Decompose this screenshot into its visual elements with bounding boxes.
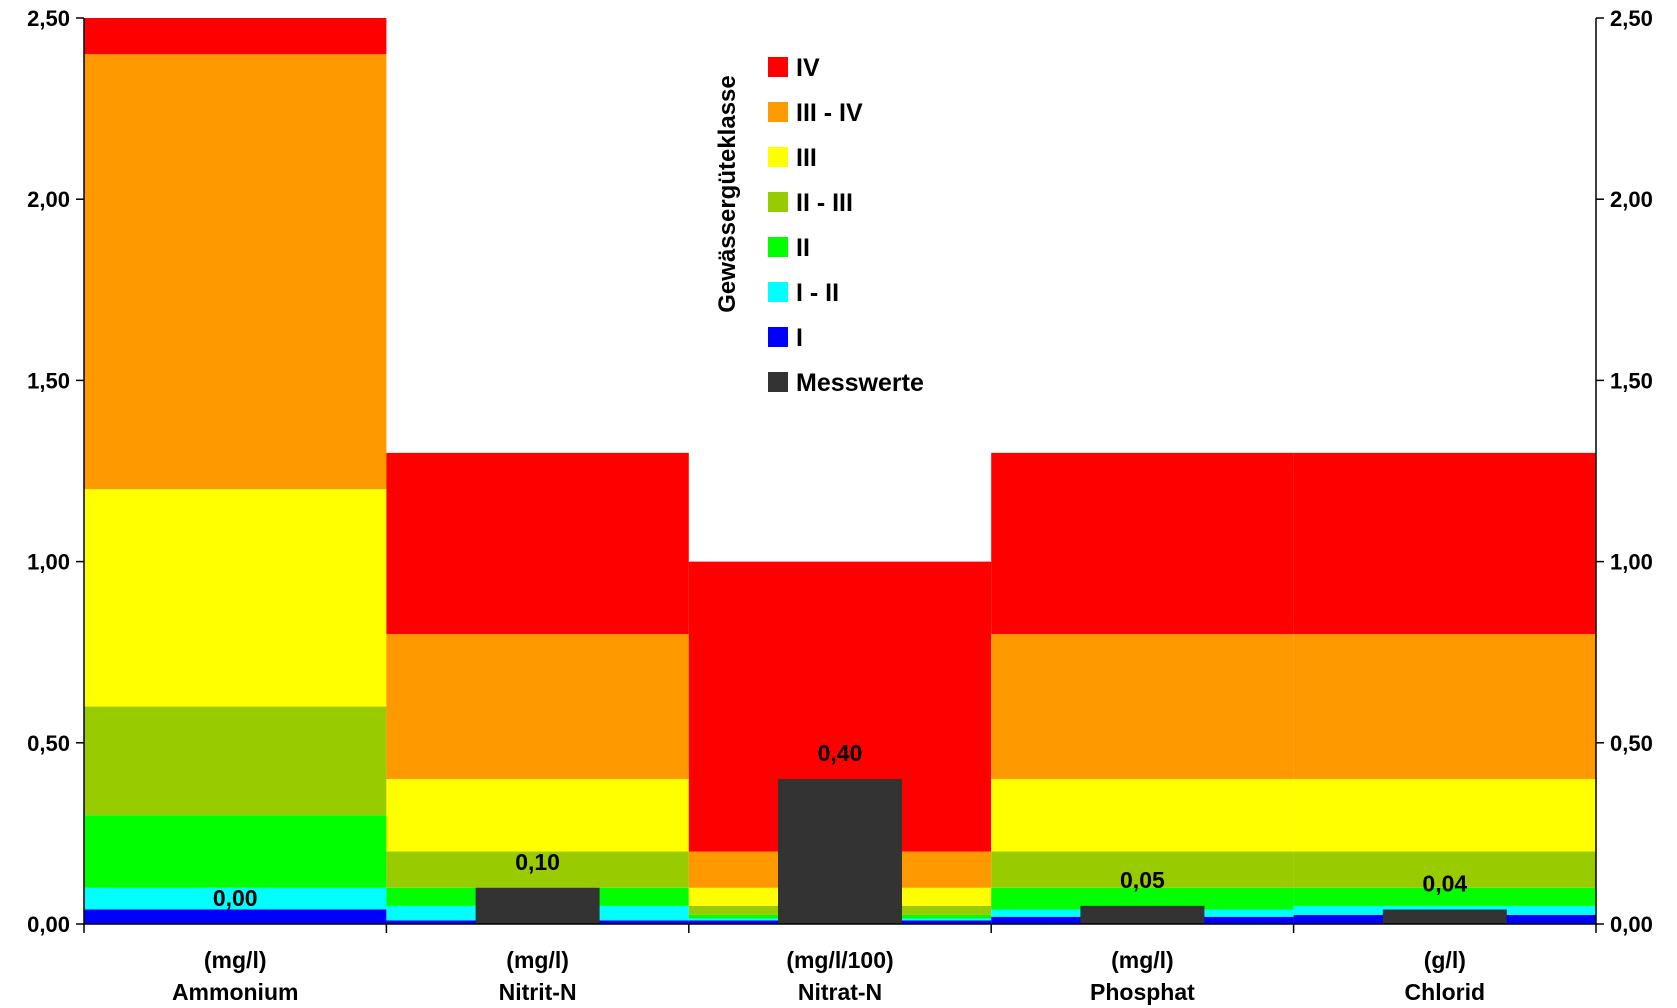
category-unit-ammonium: (mg/l) [204,947,267,973]
y-tick-label-right: 1,50 [1610,368,1653,393]
legend-label-iv: IV [796,54,820,82]
band-ammonium-iii [84,489,387,707]
band-ammonium-ii [84,815,387,888]
category-unit-chlorid: (g/l) [1424,947,1466,973]
data-label-chlorid: 0,04 [1422,871,1467,897]
legend-swatch-i [768,327,788,347]
legend-swatch-iii-iv [768,102,788,122]
legend-swatch-messwerte [768,372,788,392]
legend-label-messwerte: Messwerte [796,369,924,397]
legend-label-ii-iii: II - III [796,189,853,217]
data-label-phosphat: 0,05 [1120,867,1165,893]
band-chlorid-iii-iv [1293,634,1596,780]
quality-class-bands [84,18,1596,924]
bar-data-labels: 0,00 0,10 0,40 0,05 0,04 [213,740,1468,911]
bar-nitrit-n [475,887,600,924]
band-nitrit-n-iv [386,452,689,635]
category-name-phosphat: Phosphat [1090,979,1195,1005]
category-unit-phosphat: (mg/l) [1111,947,1174,973]
bar-nitrat-n [778,779,902,924]
band-nitrit-n-iii [386,779,689,852]
measurement-bars [475,779,1507,924]
category-name-nitrit-n: Nitrit-N [499,979,577,1005]
legend-label-i-ii: I - II [796,279,839,307]
y-tick-label-right: 1,00 [1610,550,1653,575]
bar-chlorid [1382,909,1507,924]
category-unit-nitrat-n: (mg/l/100) [786,947,893,973]
band-ammonium-i [84,909,387,924]
band-chlorid-iii [1293,779,1596,852]
legend-label-iii-iv: III - IV [796,99,863,127]
legend-title: Gewässergüteklasse [714,75,741,312]
y-tick-label-left: 0,00 [27,912,70,937]
category-name-nitrat-n: Nitrat-N [798,979,882,1005]
band-phosphat-iii [991,779,1294,852]
axes: 0,00 0,00 0,50 0,50 1,00 1,00 1,50 1,50 2,00 2,00… [27,6,1653,1005]
y-tick-label-left: 0,50 [27,731,70,756]
y-tick-label-left: 1,00 [27,550,70,575]
legend-swatch-ii-iii [768,192,788,212]
band-phosphat-iii-iv [991,634,1294,780]
y-tick-label-left: 2,50 [27,6,70,31]
band-ammonium-iv [84,18,387,55]
legend-label-ii: II [796,234,810,262]
legend-label-iii: III [796,144,817,172]
y-tick-label-right: 2,50 [1610,6,1653,31]
y-tick-label-right: 0,00 [1610,912,1653,937]
band-phosphat-ii [991,887,1294,910]
legend-swatch-ii [768,237,788,257]
band-chlorid-ii [1293,887,1596,906]
legend-swatch-iii [768,147,788,167]
band-phosphat-iv [991,452,1294,635]
category-unit-nitrit-n: (mg/l) [506,947,569,973]
band-chlorid-iv [1293,452,1596,635]
legend-label-i: I [796,324,803,352]
band-ammonium-ii-iii [84,706,387,816]
band-nitrit-n-iii-iv [386,634,689,780]
band-nitrit-n-ii-iii [386,851,689,888]
category-name-ammonium: Ammonium [172,979,299,1005]
band-ammonium-i-ii [84,887,387,910]
bar-phosphat [1080,905,1205,924]
y-tick-label-right: 2,00 [1610,187,1653,212]
data-label-nitrit-n: 0,10 [515,849,560,875]
category-name-chlorid: Chlorid [1405,979,1486,1005]
legend-swatch-iv [768,57,788,77]
y-tick-label-left: 2,00 [27,187,70,212]
data-label-nitrat-n: 0,40 [818,740,863,766]
band-phosphat-ii-iii [991,851,1294,888]
data-label-ammonium: 0,00 [213,885,258,911]
band-ammonium-iii-iv [84,54,387,490]
band-chlorid-ii-iii [1293,851,1596,888]
y-tick-label-right: 0,50 [1610,731,1653,756]
y-tick-label-left: 1,50 [27,368,70,393]
legend-swatch-i-ii [768,282,788,302]
